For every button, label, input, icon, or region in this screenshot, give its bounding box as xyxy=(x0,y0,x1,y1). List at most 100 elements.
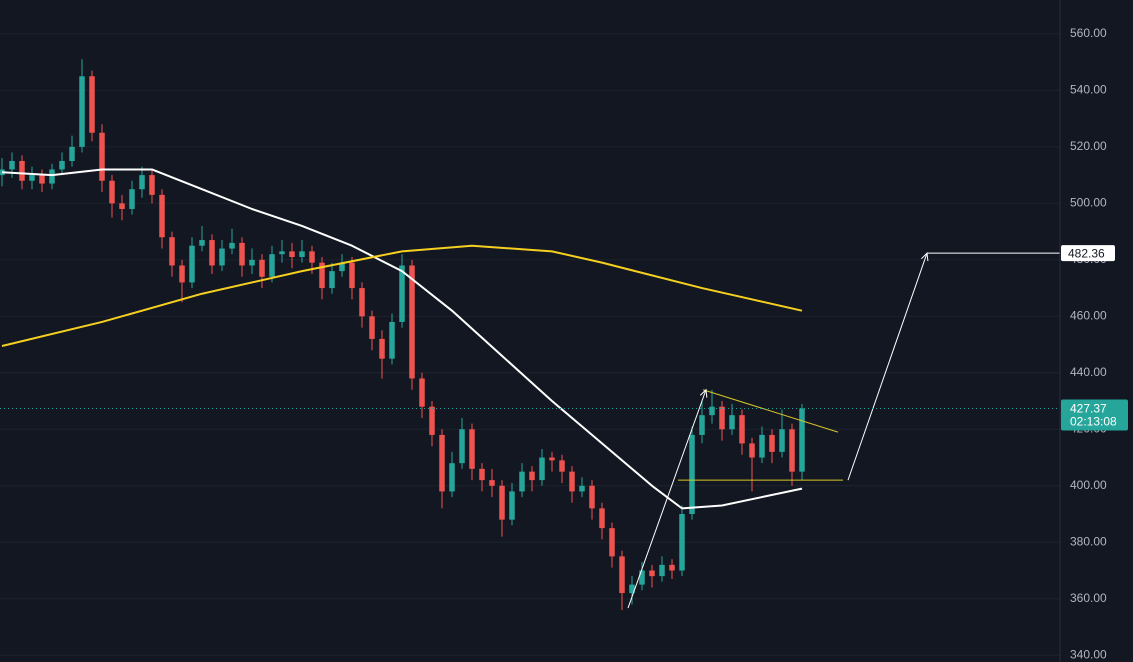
candle-body xyxy=(529,471,535,481)
candle-body xyxy=(159,194,165,238)
candle-body xyxy=(239,242,245,266)
candle-body xyxy=(759,434,765,458)
y-tick-label: 520.00 xyxy=(1070,139,1107,153)
candle-body xyxy=(59,160,65,170)
candle-body xyxy=(289,251,295,258)
candle-body xyxy=(199,240,205,246)
y-tick-label: 560.00 xyxy=(1070,26,1107,40)
candle-body xyxy=(439,434,445,492)
candle-body xyxy=(689,434,695,515)
candle-body xyxy=(449,463,455,492)
candle-body xyxy=(89,76,95,133)
candle-body xyxy=(639,570,645,585)
y-tick-label: 500.00 xyxy=(1070,196,1107,210)
trend-drawing xyxy=(847,252,928,481)
candle-body xyxy=(789,429,795,472)
target-label-box xyxy=(1061,245,1115,262)
candle-body xyxy=(599,508,605,529)
candle-body xyxy=(39,175,45,184)
candle-body xyxy=(549,457,555,461)
candle-body xyxy=(349,262,355,289)
countdown-label: 02:13:08 xyxy=(1070,415,1117,429)
candle-body xyxy=(9,160,15,170)
candle-body xyxy=(589,485,595,509)
candle-body xyxy=(629,584,635,594)
moving-average xyxy=(1,168,803,510)
candle-body xyxy=(779,429,785,452)
candle-body xyxy=(149,175,155,195)
candle-body xyxy=(679,514,685,571)
candle-body xyxy=(739,415,745,444)
candle-body xyxy=(129,189,135,209)
candle-body xyxy=(419,378,425,407)
candle-body xyxy=(209,240,215,266)
last-price-box xyxy=(1061,399,1128,431)
candle-body xyxy=(579,485,585,492)
target-label: 482.36 xyxy=(1068,246,1105,260)
candle-body xyxy=(169,237,175,266)
candle-body xyxy=(19,160,25,181)
y-tick-label: 360.00 xyxy=(1070,591,1107,605)
candle-body xyxy=(389,321,395,359)
candle-body xyxy=(729,415,735,430)
plot-area xyxy=(0,59,1060,611)
candle-body xyxy=(339,262,345,272)
candle-body xyxy=(609,528,615,557)
moving-average xyxy=(1,244,803,347)
candle-body xyxy=(99,132,105,181)
y-tick-label: 400.00 xyxy=(1070,478,1107,492)
candle-body xyxy=(619,556,625,594)
y-tick-label: 460.00 xyxy=(1070,308,1107,322)
candle-body xyxy=(569,471,575,492)
candle-body xyxy=(799,408,805,472)
candle-body xyxy=(369,316,375,339)
candle-body xyxy=(309,251,315,263)
candle-body xyxy=(269,254,275,277)
candle-body xyxy=(459,429,465,464)
candle-body xyxy=(139,175,145,190)
candle-body xyxy=(769,434,775,452)
price-axis: 340.00360.00380.00400.00420.00440.00460.… xyxy=(1061,26,1128,661)
candle-body xyxy=(49,169,55,184)
candle-body xyxy=(749,443,755,458)
candle-body xyxy=(119,203,125,209)
candle-body xyxy=(79,76,85,147)
y-tick-label: 540.00 xyxy=(1070,83,1107,97)
candle-body xyxy=(319,262,325,289)
candle-body xyxy=(109,180,115,204)
candle-body xyxy=(699,415,705,435)
y-tick-label: 380.00 xyxy=(1070,534,1107,548)
candle-body xyxy=(509,491,515,520)
candle-body xyxy=(649,570,655,577)
candle-body xyxy=(69,146,75,161)
candle-body xyxy=(519,471,525,492)
candle-body xyxy=(279,251,285,255)
candle-body xyxy=(489,480,495,486)
candle-body xyxy=(259,259,265,277)
candle-body xyxy=(229,242,235,249)
candle-body xyxy=(299,251,305,258)
candle-body xyxy=(29,175,35,181)
candle-body xyxy=(249,259,255,266)
candle-body xyxy=(429,406,435,435)
trend-drawing xyxy=(702,389,839,433)
candle-body xyxy=(709,406,715,416)
candle-body xyxy=(379,338,385,359)
grid xyxy=(0,33,1060,656)
candle-body xyxy=(669,564,675,571)
candle-body xyxy=(399,265,405,322)
candle-body xyxy=(409,265,415,379)
candle-body xyxy=(469,429,475,469)
candle-body xyxy=(719,406,725,430)
candle-body xyxy=(539,457,545,481)
candle-body xyxy=(189,245,195,283)
candle-body xyxy=(219,248,225,266)
candle-body xyxy=(359,288,365,317)
candle-body xyxy=(479,468,485,481)
y-tick-label: 440.00 xyxy=(1070,365,1107,379)
candle-body xyxy=(559,460,565,472)
last-price-label: 427.37 xyxy=(1070,402,1107,416)
candle-body xyxy=(659,564,665,577)
candle-body xyxy=(179,265,185,283)
